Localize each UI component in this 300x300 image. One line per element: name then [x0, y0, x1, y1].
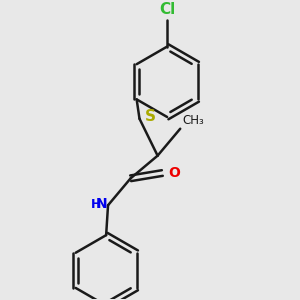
Text: N: N	[95, 197, 107, 211]
Text: Cl: Cl	[159, 2, 175, 17]
Text: H: H	[91, 198, 101, 211]
Text: O: O	[168, 166, 180, 180]
Text: S: S	[145, 109, 156, 124]
Text: CH₃: CH₃	[182, 114, 204, 127]
